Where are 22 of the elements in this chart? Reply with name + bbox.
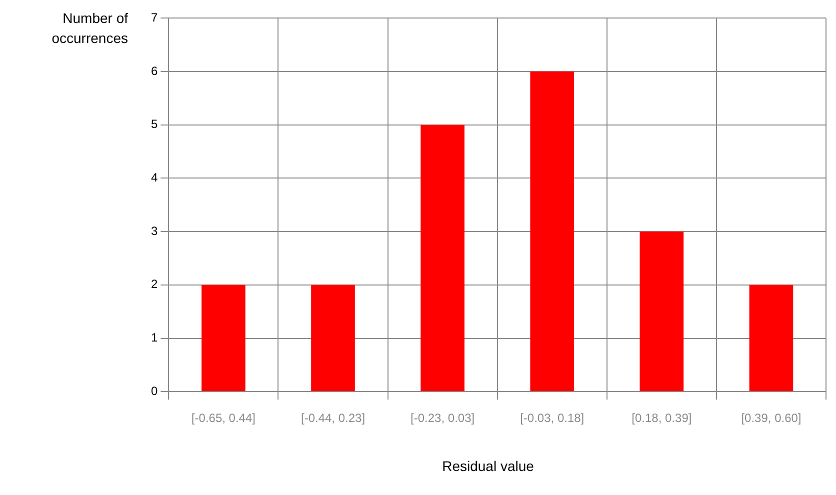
x-tick-label: [0.18, 0.39] bbox=[632, 411, 692, 426]
y-tick-label: 3 bbox=[150, 224, 158, 238]
x-tick-label: [-0.44, 0.23] bbox=[300, 411, 366, 426]
y-tick-label: 7 bbox=[150, 10, 158, 25]
x-axis-title: Residual value bbox=[441, 458, 535, 474]
bar bbox=[311, 284, 355, 392]
bar bbox=[640, 232, 684, 392]
bar bbox=[420, 124, 464, 392]
y-tick-label: 1 bbox=[150, 330, 158, 345]
x-tick-label: [-0.65, 0.44] bbox=[191, 411, 256, 426]
x-tick-label: [0.39, 0.60] bbox=[741, 411, 802, 426]
bar bbox=[202, 284, 246, 392]
y-axis-title: Number of occurrences bbox=[50, 9, 128, 48]
bar bbox=[530, 72, 574, 392]
y-tick-label: 4 bbox=[150, 170, 158, 185]
bar bbox=[749, 284, 794, 392]
y-tick-label: 5 bbox=[150, 117, 158, 132]
y-tick-label: 0 bbox=[150, 384, 158, 398]
x-tick-label: [-0.23, 0.03] bbox=[410, 411, 475, 426]
y-tick-label: 6 bbox=[150, 64, 158, 78]
x-tick-label: [-0.03, 0.18] bbox=[520, 411, 584, 426]
y-tick-label: 2 bbox=[150, 277, 158, 292]
